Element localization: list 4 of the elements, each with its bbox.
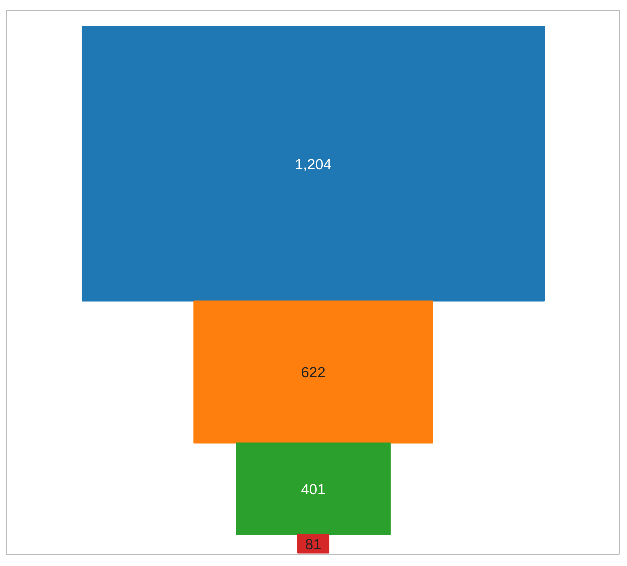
data-label: 401 <box>301 482 326 498</box>
data-label: 1,204 <box>295 157 332 174</box>
data-label: 81 <box>305 537 322 554</box>
data-label: 622 <box>301 366 326 382</box>
